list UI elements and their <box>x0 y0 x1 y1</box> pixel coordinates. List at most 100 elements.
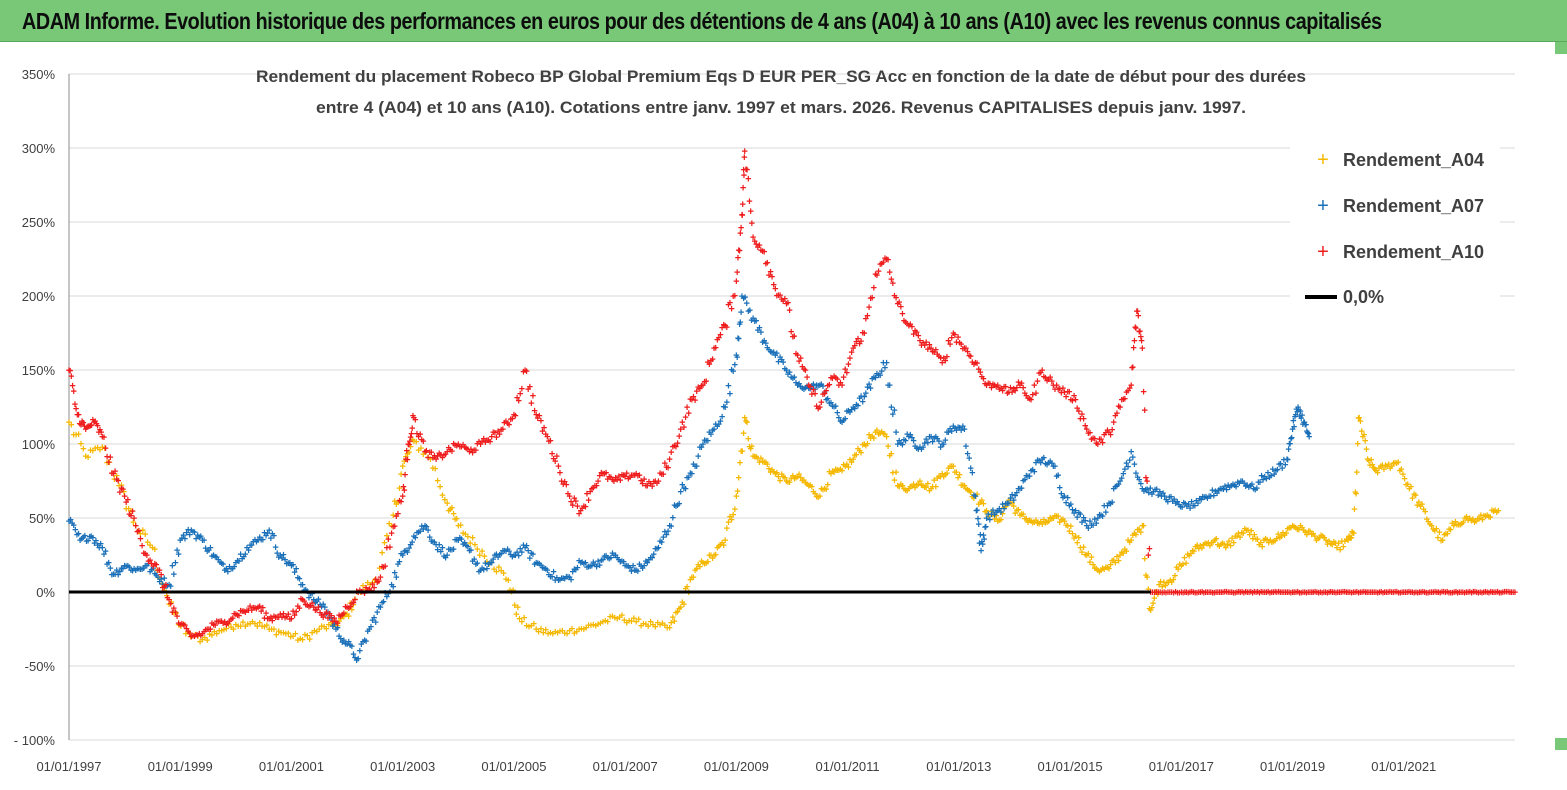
data-point: + <box>698 556 704 568</box>
data-point: + <box>395 497 401 509</box>
data-point: + <box>352 595 358 607</box>
data-point: + <box>505 575 511 587</box>
data-point: + <box>1466 513 1472 525</box>
data-point: + <box>1478 510 1484 522</box>
data-point: + <box>271 611 277 623</box>
data-point: + <box>652 476 658 488</box>
data-point: + <box>620 557 626 569</box>
data-point: + <box>296 603 302 615</box>
data-point: + <box>947 424 953 436</box>
data-point: + <box>660 532 666 544</box>
data-point: + <box>1422 506 1428 518</box>
data-point: + <box>1034 518 1040 530</box>
data-point: + <box>631 470 637 482</box>
data-point: + <box>966 453 972 465</box>
data-point: + <box>697 383 703 395</box>
data-point: + <box>423 447 429 459</box>
data-point: + <box>422 446 428 458</box>
data-point: + <box>469 533 475 545</box>
data-point: + <box>210 550 216 562</box>
data-point: + <box>338 614 344 626</box>
data-point: + <box>662 527 668 539</box>
data-point: + <box>993 511 999 523</box>
data-point: + <box>363 636 369 648</box>
data-point: + <box>573 564 579 576</box>
data-point: + <box>118 483 124 495</box>
data-point: + <box>1265 537 1271 549</box>
data-point: + <box>1053 511 1059 523</box>
data-point: + <box>947 461 953 473</box>
data-point: + <box>739 446 745 458</box>
data-point: + <box>969 491 975 503</box>
data-point: + <box>564 628 570 640</box>
data-point: + <box>910 436 916 448</box>
data-point: + <box>71 520 77 532</box>
data-point: + <box>979 537 985 549</box>
data-point: + <box>193 630 199 642</box>
data-point: + <box>698 442 704 454</box>
data-point: + <box>1304 426 1310 438</box>
data-point: + <box>1112 481 1118 493</box>
data-point: + <box>850 454 856 466</box>
data-point: + <box>349 598 355 610</box>
data-point: + <box>945 427 951 439</box>
data-point: + <box>295 572 301 584</box>
data-point: + <box>283 558 289 570</box>
data-point: + <box>500 568 506 580</box>
data-point: + <box>498 424 504 436</box>
data-point: + <box>1441 529 1447 541</box>
data-point: + <box>1152 485 1158 497</box>
data-point: + <box>206 629 212 641</box>
data-point: + <box>1010 501 1016 513</box>
data-point: + <box>538 624 544 636</box>
data-point: + <box>468 444 474 456</box>
data-point: + <box>540 627 546 639</box>
data-point: + <box>519 616 525 628</box>
data-point: + <box>603 551 609 563</box>
data-point: + <box>1350 528 1356 540</box>
data-point: + <box>1347 532 1353 544</box>
data-point: + <box>798 473 804 485</box>
data-point: + <box>1126 537 1132 549</box>
data-point: + <box>899 439 905 451</box>
data-point: + <box>1064 520 1070 532</box>
data-point: + <box>439 453 445 465</box>
data-point: + <box>1233 481 1239 493</box>
data-point: + <box>153 570 159 582</box>
data-point: + <box>341 635 347 647</box>
data-point: + <box>1273 466 1279 478</box>
data-point: + <box>1119 473 1125 485</box>
data-point: + <box>1424 514 1430 526</box>
data-point: + <box>1252 485 1258 497</box>
data-point: + <box>546 436 552 448</box>
data-point: + <box>406 447 412 459</box>
data-point: + <box>194 631 200 643</box>
data-point: + <box>285 558 291 570</box>
data-point: + <box>164 591 170 603</box>
data-point: + <box>328 613 334 625</box>
data-point: + <box>1409 493 1415 505</box>
data-point: + <box>314 604 320 616</box>
data-point: + <box>198 531 204 543</box>
data-point: + <box>520 366 526 378</box>
data-point: + <box>972 491 978 503</box>
data-point: + <box>901 435 907 447</box>
data-point: + <box>724 322 730 334</box>
data-point: + <box>134 563 140 575</box>
data-point: + <box>1250 533 1256 545</box>
data-point: + <box>290 559 296 571</box>
data-point: + <box>1296 411 1302 423</box>
data-point: + <box>395 559 401 571</box>
data-point: + <box>826 466 832 478</box>
y-tick-label: 100% <box>22 437 56 452</box>
data-point: + <box>487 558 493 570</box>
data-point: + <box>920 442 926 454</box>
data-point: + <box>425 525 431 537</box>
data-point: + <box>384 543 390 555</box>
data-point: + <box>379 561 385 573</box>
data-point: + <box>1058 488 1064 500</box>
data-point: + <box>1193 495 1199 507</box>
data-point: + <box>1001 502 1007 514</box>
data-point: + <box>434 475 440 487</box>
data-point: + <box>230 624 236 636</box>
